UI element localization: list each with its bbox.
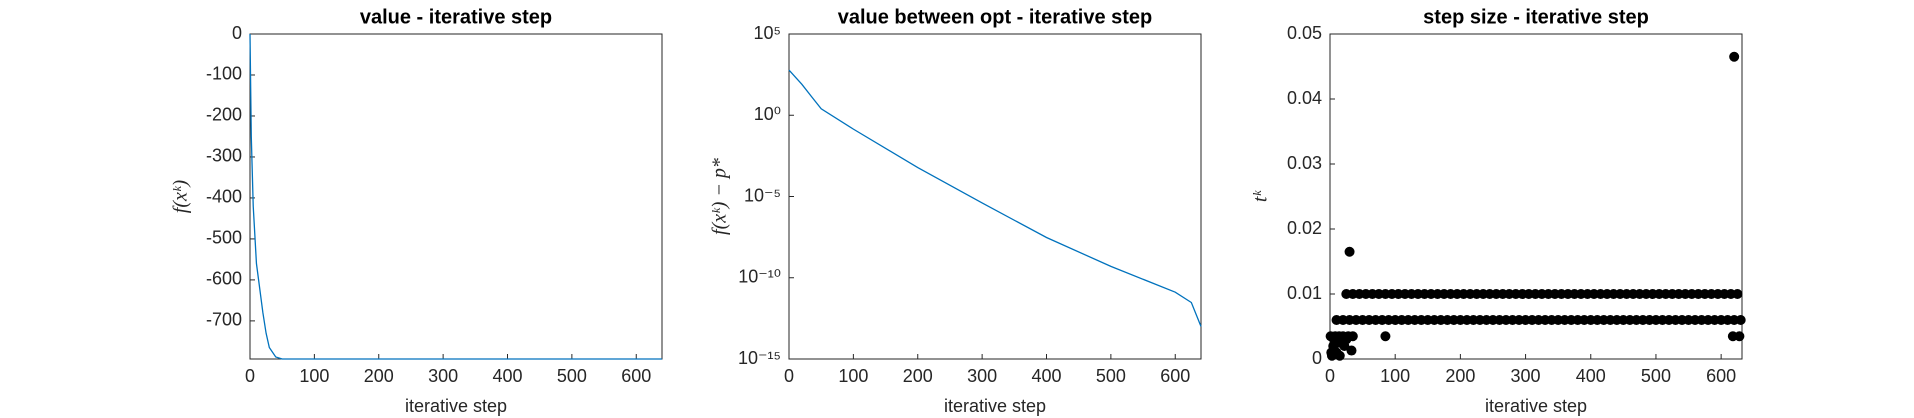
data-point xyxy=(1735,315,1746,325)
y-tick-label: 0.03 xyxy=(1287,153,1322,173)
y-tick-label: -300 xyxy=(206,146,242,166)
y-axis-label: tᵏ xyxy=(1250,190,1272,203)
y-axis-label: f(xᵏ) − p* xyxy=(709,158,731,235)
x-tick-label: 300 xyxy=(1511,366,1541,386)
x-tick-label: 100 xyxy=(1380,366,1410,386)
chart-title: value between opt - iterative step xyxy=(838,6,1153,28)
y-tick-label: 0 xyxy=(1312,348,1322,368)
x-tick-label: 0 xyxy=(245,366,255,386)
x-tick-label: 600 xyxy=(1706,366,1736,386)
x-tick-label: 200 xyxy=(1445,366,1475,386)
x-tick-label: 500 xyxy=(1096,366,1126,386)
x-tick-label: 400 xyxy=(1031,366,1061,386)
plot-area xyxy=(788,33,1202,360)
plot-area xyxy=(1329,33,1743,360)
y-tick-label: -100 xyxy=(206,64,242,84)
y-tick-label: 10⁻¹⁰ xyxy=(738,267,781,287)
plot-area xyxy=(249,33,663,360)
data-point xyxy=(1732,289,1743,299)
x-tick-label: 600 xyxy=(621,366,651,386)
x-tick-label: 200 xyxy=(903,366,933,386)
y-axis-label: f(xᵏ) xyxy=(170,179,192,213)
x-tick-label: 0 xyxy=(1325,366,1335,386)
y-tick-label: 0.01 xyxy=(1287,283,1322,303)
x-axis-label: iterative step xyxy=(944,396,1046,416)
chart-title: value - iterative step xyxy=(360,6,552,28)
y-tick-label: 10⁵ xyxy=(754,23,781,43)
x-axis-label: iterative step xyxy=(405,396,507,416)
y-tick-label: 10⁻¹⁵ xyxy=(738,348,781,368)
x-tick-label: 100 xyxy=(838,366,868,386)
x-tick-label: 100 xyxy=(299,366,329,386)
data-point xyxy=(1344,246,1355,257)
x-tick-label: 500 xyxy=(1641,366,1671,386)
data-point xyxy=(1734,331,1745,342)
y-tick-label: -500 xyxy=(206,228,242,248)
x-tick-label: 300 xyxy=(967,366,997,386)
y-tick-label: 0.02 xyxy=(1287,218,1322,238)
y-tick-label: -200 xyxy=(206,105,242,125)
x-tick-label: 200 xyxy=(364,366,394,386)
y-tick-label: -400 xyxy=(206,187,242,207)
data-point xyxy=(1346,345,1357,356)
y-tick-label: 10⁻⁵ xyxy=(744,185,781,205)
x-tick-label: 500 xyxy=(557,366,587,386)
x-axis-label: iterative step xyxy=(1485,396,1587,416)
data-point xyxy=(1729,51,1740,62)
chart-title: step size - iterative step xyxy=(1423,6,1649,28)
y-tick-label: -700 xyxy=(206,310,242,330)
y-tick-label: 0 xyxy=(232,23,242,43)
data-line xyxy=(249,33,662,360)
x-tick-label: 0 xyxy=(784,366,794,386)
y-tick-label: 0.05 xyxy=(1287,23,1322,43)
data-point xyxy=(1334,350,1345,361)
x-tick-label: 400 xyxy=(1576,366,1606,386)
data-point xyxy=(1380,331,1391,342)
x-tick-label: 300 xyxy=(428,366,458,386)
y-tick-label: 0.04 xyxy=(1287,88,1322,108)
y-tick-label: -600 xyxy=(206,269,242,289)
x-tick-label: 600 xyxy=(1160,366,1190,386)
y-tick-label: 10⁰ xyxy=(754,104,781,124)
data-line xyxy=(788,69,1202,327)
x-tick-label: 400 xyxy=(492,366,522,386)
data-point xyxy=(1347,331,1358,342)
